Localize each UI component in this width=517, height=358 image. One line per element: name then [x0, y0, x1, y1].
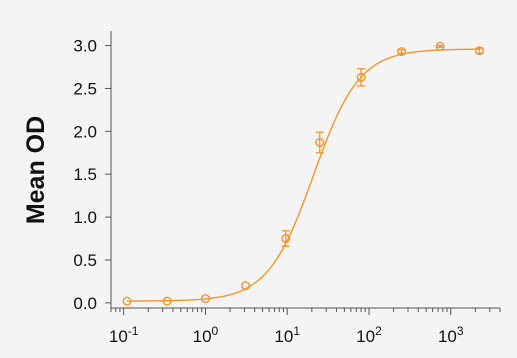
data-point [475, 46, 485, 56]
y-tick-label: 3.0 [73, 37, 97, 56]
data-point [200, 294, 210, 304]
x-tick-label: 10-1 [109, 324, 139, 346]
data-point [315, 137, 325, 147]
x-tick-label: 100 [193, 324, 219, 346]
x-tick-label: 103 [438, 324, 464, 346]
data-point [122, 296, 132, 306]
x-tick-label-exponent: 0 [212, 324, 219, 338]
data-point [397, 47, 407, 57]
y-tick-label: 0.5 [73, 251, 97, 270]
x-tick-label-base: 10 [109, 327, 128, 346]
y-tick-label: 1.5 [73, 165, 97, 184]
data-point [281, 234, 291, 244]
fit-curve-layer [127, 48, 480, 302]
data-point [356, 72, 366, 82]
y-axis-label: Mean OD [22, 116, 50, 224]
y-tick-label: 1.0 [73, 208, 97, 227]
x-tick-label-base: 10 [274, 327, 293, 346]
y-tick-label: 0.0 [73, 294, 97, 313]
x-tick-label-exponent: 3 [457, 324, 464, 338]
data-point [435, 41, 445, 51]
x-tick-label: 101 [274, 324, 300, 346]
x-tick-label-base: 10 [438, 327, 457, 346]
data-point [162, 296, 172, 306]
data-points-layer [122, 41, 485, 306]
x-tick-label-exponent: 1 [293, 324, 300, 338]
x-tick-label-exponent: -1 [128, 324, 139, 338]
y-tick-label: 2.5 [73, 79, 97, 98]
x-tick-label-base: 10 [193, 327, 212, 346]
data-point [241, 281, 251, 291]
x-tick-label: 102 [356, 324, 382, 346]
axes: 0.00.51.01.52.02.53.010-1 100 101 102 103 [73, 31, 501, 346]
x-tick-label-exponent: 2 [375, 324, 382, 338]
fit-curve [127, 48, 480, 302]
x-tick-label-base: 10 [356, 327, 375, 346]
y-tick-label: 2.0 [73, 122, 97, 141]
